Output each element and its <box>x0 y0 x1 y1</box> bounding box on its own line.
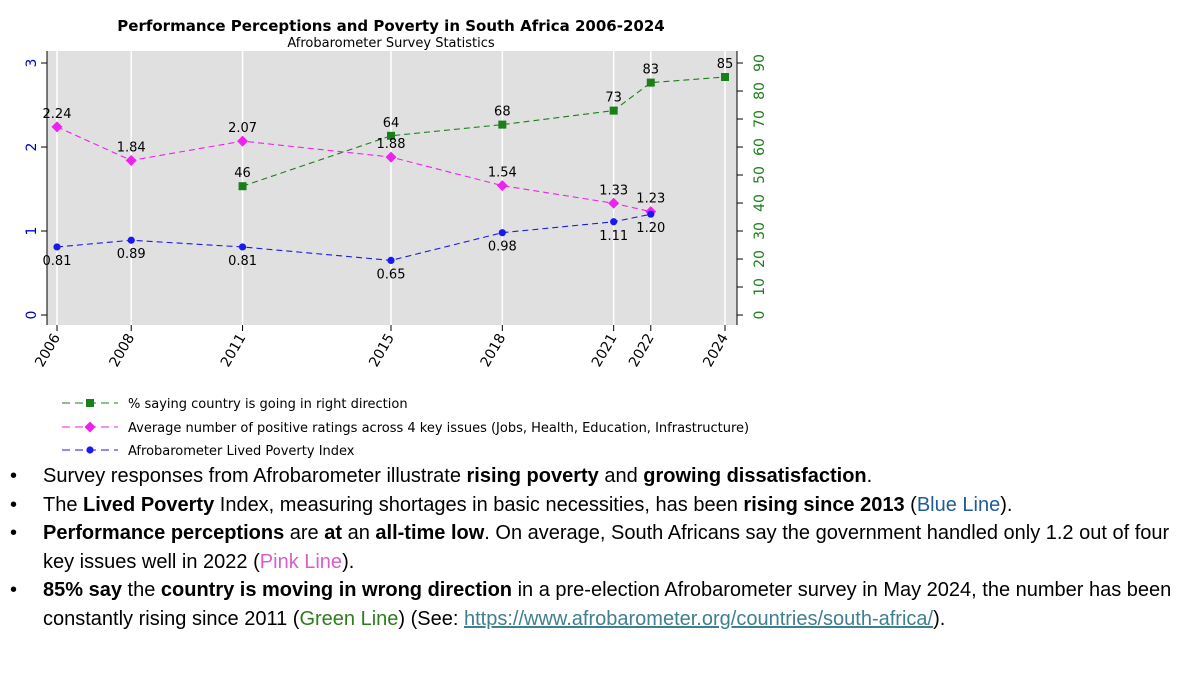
data-point <box>51 121 63 133</box>
data-label: 0.89 <box>117 247 146 262</box>
data-point <box>496 180 508 192</box>
legend-marker <box>86 446 94 454</box>
data-point <box>127 236 135 244</box>
data-point <box>53 243 61 251</box>
data-label: 83 <box>643 63 660 78</box>
data-label: 1.11 <box>599 229 628 244</box>
data-label: 0.65 <box>377 267 406 282</box>
data-label: 1.54 <box>488 166 517 181</box>
data-point <box>237 135 249 147</box>
bullet-item: • Survey responses from Afrobarometer ill… <box>0 462 1195 491</box>
data-point <box>721 73 729 81</box>
data-label: 85 <box>717 57 734 72</box>
data-point <box>609 106 618 115</box>
legend-marker <box>86 399 94 407</box>
data-label: 0.81 <box>228 254 257 269</box>
data-point <box>238 182 247 191</box>
data-label: 2.07 <box>228 121 257 136</box>
y-left-tick-label: 2 <box>24 143 40 152</box>
x-tick-label: 2008 <box>106 331 138 370</box>
y-right-tick-label: 0 <box>752 311 768 320</box>
data-label: 73 <box>605 91 622 106</box>
data-label: 1.88 <box>377 137 406 152</box>
data-label: 1.23 <box>636 192 665 207</box>
bullet-marker: • <box>10 522 18 544</box>
series-line <box>242 76 726 187</box>
plot-area <box>47 51 737 325</box>
afrobarometer-link[interactable]: https://www.afrobarometer.org/countries/… <box>463 607 934 630</box>
data-point <box>238 243 247 251</box>
y-right-tick-label: 10 <box>752 278 768 296</box>
bullet-item: • The Lived Poverty Index, measuring shor… <box>0 491 1195 520</box>
y-left-tick-label: 0 <box>24 311 40 320</box>
legend-label: Average number of positive ratings acros… <box>128 421 749 436</box>
legend-marker <box>84 421 96 433</box>
green-line-ref: Green Line <box>299 607 399 630</box>
data-point <box>646 78 655 87</box>
data-point <box>608 197 620 209</box>
data-point <box>647 210 655 218</box>
x-tick-label: 2018 <box>478 331 510 370</box>
data-point <box>387 256 395 264</box>
chart: Performance Perceptions and Poverty in S… <box>24 17 768 459</box>
blue-line-ref: Blue Line <box>916 493 1001 516</box>
data-label: 0.98 <box>488 240 517 255</box>
chart-title: Performance Perceptions and Poverty in S… <box>117 17 664 35</box>
bullet-list: • Survey responses from Afrobarometer ill… <box>0 462 1195 633</box>
data-label: 64 <box>383 116 400 131</box>
legend-label: % saying country is going in right direc… <box>128 397 408 412</box>
y-right-tick-label: 20 <box>752 250 768 268</box>
bullet-item: • Performance perceptions are at an all-t… <box>0 519 1195 576</box>
data-label: 2.24 <box>43 107 72 122</box>
legend-label: Afrobarometer Lived Poverty Index <box>128 444 355 459</box>
y-right-tick-label: 90 <box>752 54 768 72</box>
y-right-tick-label: 40 <box>752 194 768 212</box>
y-right-tick-label: 60 <box>752 138 768 156</box>
data-label: 0.81 <box>43 254 72 269</box>
bullet-item: • 85% say the country is moving in wrong … <box>0 576 1195 633</box>
data-label: 1.33 <box>599 183 628 198</box>
data-point <box>385 151 397 163</box>
data-point <box>610 218 618 226</box>
bullet-marker: • <box>10 465 18 487</box>
y-right-tick-label: 30 <box>752 222 768 240</box>
data-label: 1.20 <box>636 221 665 236</box>
y-right-tick-label: 70 <box>752 110 768 128</box>
data-label: 1.84 <box>117 140 146 155</box>
data-point <box>498 120 507 129</box>
pink-line-ref: Pink Line <box>259 550 343 573</box>
data-label: 46 <box>234 166 251 181</box>
x-tick-label: 2024 <box>700 331 732 370</box>
x-tick-label: 2022 <box>626 331 658 370</box>
y-right-tick-label: 50 <box>752 166 768 184</box>
x-tick-label: 2021 <box>589 331 621 370</box>
data-label: 68 <box>494 105 511 120</box>
bullet-marker: • <box>10 579 18 601</box>
data-point <box>125 154 137 166</box>
y-right-tick-label: 80 <box>752 82 768 100</box>
bullet-marker: • <box>10 493 18 516</box>
y-left-tick-label: 1 <box>24 227 40 236</box>
x-tick-label: 2011 <box>218 331 250 370</box>
data-point <box>387 131 395 140</box>
data-point <box>498 229 506 237</box>
chart-subtitle: Afrobarometer Survey Statistics <box>287 36 494 51</box>
x-tick-label: 2015 <box>366 331 398 370</box>
y-left-tick-label: 3 <box>24 59 40 68</box>
x-tick-label: 2006 <box>32 331 64 370</box>
